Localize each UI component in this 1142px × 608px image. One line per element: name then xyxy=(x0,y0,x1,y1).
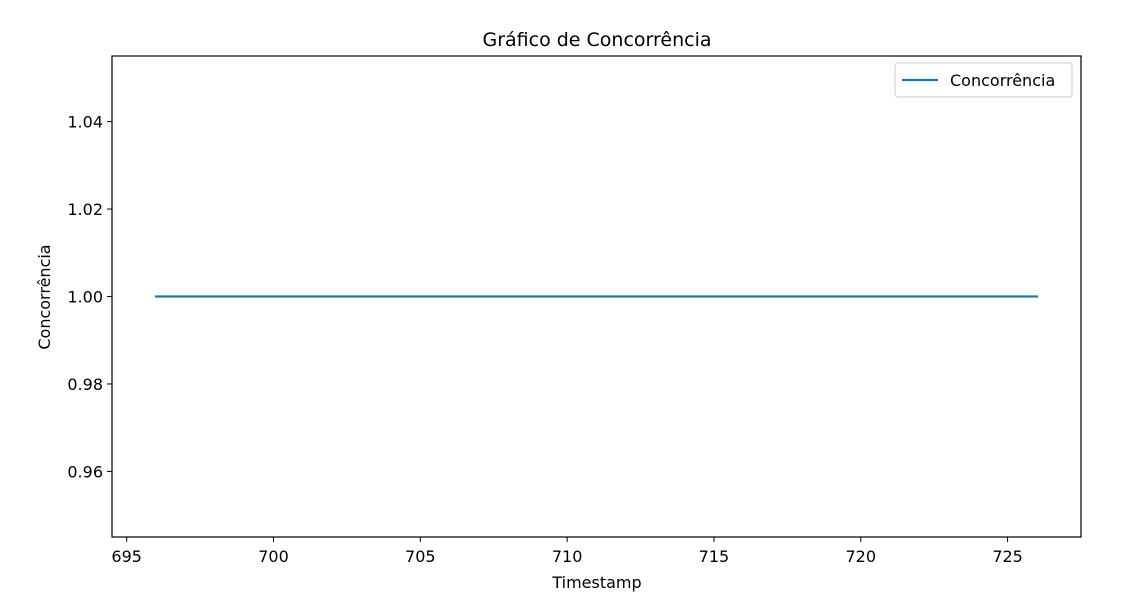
x-tick-label: 725 xyxy=(992,547,1023,566)
y-tick-label: 1.04 xyxy=(67,113,103,132)
x-tick-label: 710 xyxy=(552,547,583,566)
x-tick-label: 705 xyxy=(405,547,436,566)
y-tick-label: 1.00 xyxy=(67,288,103,307)
x-tick-label: 700 xyxy=(258,547,289,566)
x-axis-ticks: 695 700 705 710 715 720 725 xyxy=(111,537,1023,566)
y-tick-label: 1.02 xyxy=(67,200,103,219)
legend-label: Concorrência xyxy=(950,71,1055,90)
y-tick-label: 0.98 xyxy=(67,375,103,394)
x-axis-label: Timestamp xyxy=(551,573,641,592)
y-axis-ticks: 0.96 0.98 1.00 1.02 1.04 xyxy=(67,113,112,481)
x-tick-label: 695 xyxy=(111,547,142,566)
chart-title: Gráfico de Concorrência xyxy=(482,29,711,51)
x-tick-label: 720 xyxy=(845,547,876,566)
legend: Concorrência xyxy=(894,62,1073,98)
x-tick-label: 715 xyxy=(699,547,730,566)
y-tick-label: 0.96 xyxy=(67,462,103,481)
legend-box xyxy=(894,62,1073,98)
y-axis-label: Concorrência xyxy=(35,244,54,349)
